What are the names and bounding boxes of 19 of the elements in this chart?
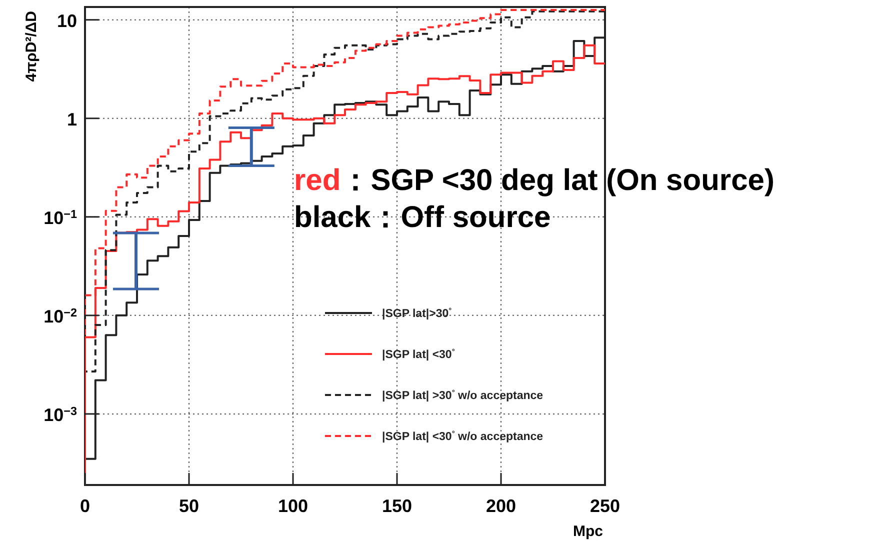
x-tick-label: 50 bbox=[178, 496, 200, 516]
legend-label: |SGP lat| <30$^{°}$ bbox=[382, 346, 455, 361]
annotation: black：Off source bbox=[294, 201, 551, 234]
x-tick-label: 0 bbox=[80, 496, 90, 516]
annotation: red：SGP <30 deg lat (On source) bbox=[294, 164, 774, 197]
y-tick-label: 1 bbox=[66, 109, 77, 130]
y-tick-label: 10 bbox=[56, 10, 77, 31]
x-tick-label: 150 bbox=[382, 496, 412, 516]
x-tick-label: 200 bbox=[486, 496, 516, 516]
y-tick-label: 10$^{−2}$ bbox=[44, 306, 78, 326]
y-tick-label: 10$^{−1}$ bbox=[44, 207, 78, 228]
legend-label: |SGP lat|>30$^{°}$ bbox=[382, 306, 452, 320]
x-tick-label: 100 bbox=[278, 496, 308, 516]
x-axis-title: Mpc bbox=[573, 523, 603, 540]
legend-label: |SGP lat| <30$^{°}$ w/o acceptance bbox=[382, 428, 544, 443]
legend-label: |SGP lat| >30$^{°}$ w/o acceptance bbox=[382, 388, 544, 402]
y-tick-label: 10$^{−3}$ bbox=[44, 404, 78, 425]
x-tick-label: 250 bbox=[590, 496, 620, 516]
y-axis-title: 4πρD²/ΔD bbox=[23, 10, 40, 82]
